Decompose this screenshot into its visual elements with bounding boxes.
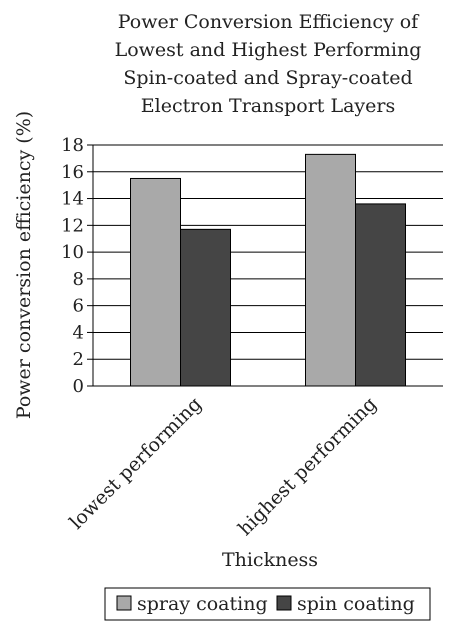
- legend-swatch: [276, 595, 292, 611]
- y-tick-label: 12: [61, 215, 84, 236]
- title-line: Electron Transport Layers: [141, 95, 395, 117]
- x-category-label: highest performing: [234, 393, 381, 540]
- bar-spin-coating-0: [180, 228, 231, 387]
- legend: spray coating spin coating: [104, 587, 431, 621]
- legend-label: spray coating: [137, 593, 268, 615]
- x-category-label: lowest performing: [65, 393, 206, 534]
- legend-label: spin coating: [297, 593, 415, 615]
- y-tick-label: 14: [61, 189, 84, 210]
- y-tick-label: 2: [73, 349, 84, 370]
- y-tick-label: 10: [61, 242, 84, 263]
- y-tick-label: 4: [73, 322, 84, 343]
- y-tick-label: 0: [73, 376, 84, 397]
- bar-spray-coating-0: [130, 177, 181, 387]
- title-line: Spin-coated and Spray-coated: [123, 67, 412, 89]
- y-tick-label: 16: [61, 162, 84, 183]
- y-tick-label: 18: [61, 135, 84, 156]
- axes: [92, 145, 443, 387]
- legend-swatch: [116, 595, 132, 611]
- bars: [130, 153, 406, 387]
- y-tick-label: 6: [73, 296, 84, 317]
- chart-title: Power Conversion Efficiency of Lowest an…: [115, 11, 422, 117]
- x-axis-label: Thickness: [222, 549, 318, 571]
- bar-spray-coating-1: [305, 153, 356, 387]
- title-line: Lowest and Highest Performing: [115, 39, 422, 61]
- y-axis-ticks: 0 2 4 6 8 10 12 14 16 18: [61, 135, 93, 397]
- bar-spin-coating-1: [355, 203, 406, 387]
- y-axis-label: Power conversion efficiency (%): [13, 111, 35, 419]
- y-tick-label: 8: [73, 269, 84, 290]
- x-axis-categories: lowest performing highest performing: [65, 393, 381, 540]
- legend-frame: [104, 587, 431, 621]
- title-line: Power Conversion Efficiency of: [118, 11, 420, 33]
